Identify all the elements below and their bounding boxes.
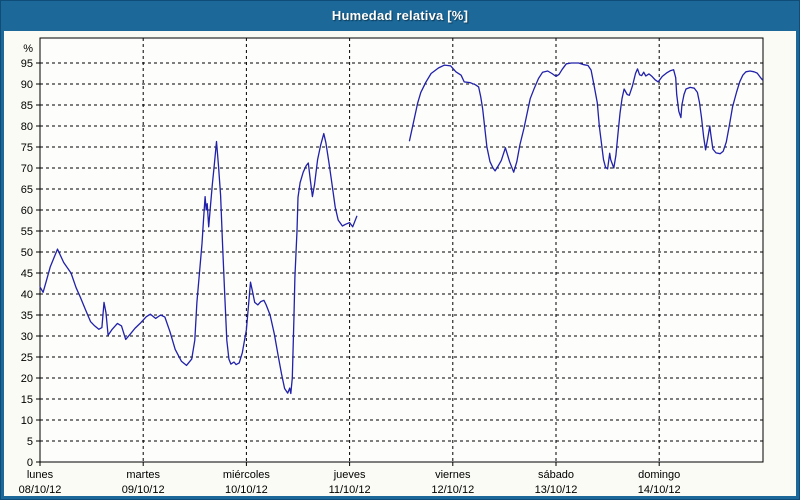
chart-area [4, 31, 796, 496]
window-titlebar: Humedad relativa [%] [0, 0, 800, 31]
chart-title: Humedad relativa [%] [331, 8, 469, 23]
